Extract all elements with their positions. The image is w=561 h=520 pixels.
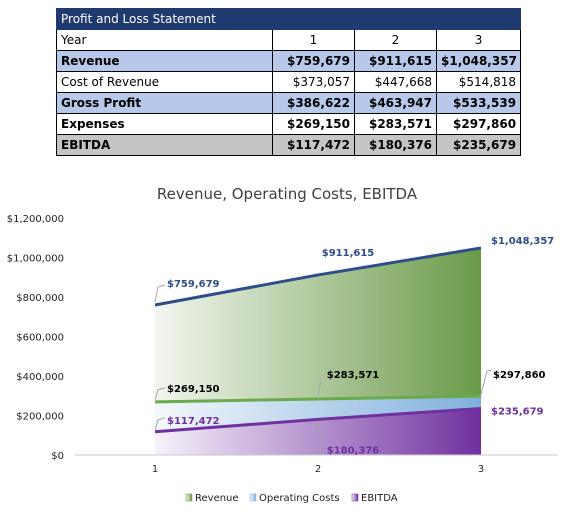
data-label: $269,150 — [167, 384, 220, 395]
data-label: $180,376 — [327, 445, 380, 456]
x-tick-label: 1 — [152, 464, 158, 475]
cell-value: $117,472 — [272, 134, 355, 156]
row-label: Revenue — [56, 50, 273, 72]
data-labels: $759,679 $911,615 $1,048,357 $269,150 $283,5… — [167, 236, 554, 456]
y-tick-label: $0 — [51, 451, 64, 462]
cell-value: $447,668 — [354, 71, 437, 93]
pl-title: Profit and Loss Statement — [55, 8, 522, 30]
data-label: $283,571 — [327, 370, 380, 381]
label-leaders — [154, 284, 492, 440]
pl-table: Profit and Loss Statement Year 1 2 3 Rev… — [55, 8, 522, 156]
legend-label-revenue: Revenue — [195, 493, 239, 504]
y-axis-ticks: $0 $200,000 $400,000 $600,000 $800,000 $1,000… — [7, 214, 64, 462]
label-leader-line — [480, 369, 492, 395]
cell-value: $297,860 — [435, 113, 522, 135]
cell-value: $235,679 — [435, 134, 522, 156]
cell-value: $911,615 — [354, 50, 437, 72]
pl-header-year: 3 — [435, 29, 522, 51]
legend-label-operating-costs: Operating Costs — [259, 493, 340, 504]
pl-row-cost-of-revenue: Cost of Revenue $373,057 $447,668 $514,8… — [56, 71, 522, 93]
cell-value: $759,679 — [272, 50, 355, 72]
pl-row-gross-profit: Gross Profit $386,622 $463,947 $533,539 — [56, 92, 522, 114]
data-label: $1,048,357 — [491, 236, 554, 247]
pl-row-revenue: Revenue $759,679 $911,615 $1,048,357 — [56, 50, 522, 72]
legend-swatch-ebitda — [351, 493, 359, 502]
legend-label-ebitda: EBITDA — [361, 493, 398, 504]
x-tick-label: 3 — [478, 464, 484, 475]
chart-areas — [155, 247, 481, 455]
data-label: $117,472 — [167, 416, 220, 427]
legend-swatch-operating-costs — [249, 493, 257, 502]
y-tick-label: $800,000 — [16, 293, 64, 304]
cell-value: $180,376 — [354, 134, 437, 156]
pl-header-year: 1 — [272, 29, 355, 51]
area-ebitda — [155, 408, 481, 455]
area-chart: Revenue, Operating Costs, EBITDA $0 $200,… — [7, 185, 558, 504]
y-tick-label: $1,000,000 — [7, 254, 64, 265]
data-label: $911,615 — [322, 248, 375, 259]
label-leader-line — [317, 421, 322, 440]
pl-title-row: Profit and Loss Statement — [55, 8, 522, 30]
line-revenue — [154, 246, 482, 307]
cell-value: $269,150 — [272, 113, 355, 135]
cell-value: $533,539 — [435, 92, 522, 114]
label-leader-line — [154, 387, 166, 400]
cell-value: $1,048,357 — [435, 50, 522, 72]
row-label: Expenses — [56, 113, 273, 135]
pl-row-ebitda: EBITDA $117,472 $180,376 $235,679 — [56, 134, 522, 156]
pl-row-expenses: Expenses $269,150 $283,571 $297,860 — [56, 113, 522, 135]
y-tick-label: $600,000 — [16, 333, 64, 344]
y-tick-label: $200,000 — [16, 412, 64, 423]
cell-value: $283,571 — [354, 113, 437, 135]
line-operating-costs — [154, 394, 482, 404]
label-leader-line — [154, 417, 166, 430]
cell-value: $514,818 — [435, 71, 522, 93]
y-tick-label: $400,000 — [16, 372, 64, 383]
data-label: $759,679 — [167, 279, 220, 290]
label-leader-line — [154, 284, 166, 303]
legend-swatch-revenue — [185, 493, 193, 502]
pl-header-label: Year — [56, 29, 273, 51]
chart-lines — [154, 246, 482, 434]
x-axis-ticks: 1 2 3 — [152, 464, 484, 475]
row-label: Cost of Revenue — [56, 71, 273, 93]
chart-title: Revenue, Operating Costs, EBITDA — [157, 185, 418, 203]
legend: Revenue Operating Costs EBITDA — [185, 493, 398, 504]
cell-value: $463,947 — [354, 92, 437, 114]
row-label: Gross Profit — [56, 92, 273, 114]
x-tick-label: 2 — [315, 464, 321, 475]
data-label: $235,679 — [491, 406, 544, 417]
row-label: EBITDA — [56, 134, 273, 156]
line-ebitda — [154, 406, 482, 434]
y-tick-label: $1,200,000 — [7, 214, 64, 225]
data-label: $297,860 — [493, 370, 546, 381]
cell-value: $386,622 — [272, 92, 355, 114]
pl-header-row: Year 1 2 3 — [56, 29, 522, 51]
pl-header-year: 2 — [354, 29, 437, 51]
cell-value: $373,057 — [272, 71, 355, 93]
label-leader-line — [317, 380, 322, 397]
